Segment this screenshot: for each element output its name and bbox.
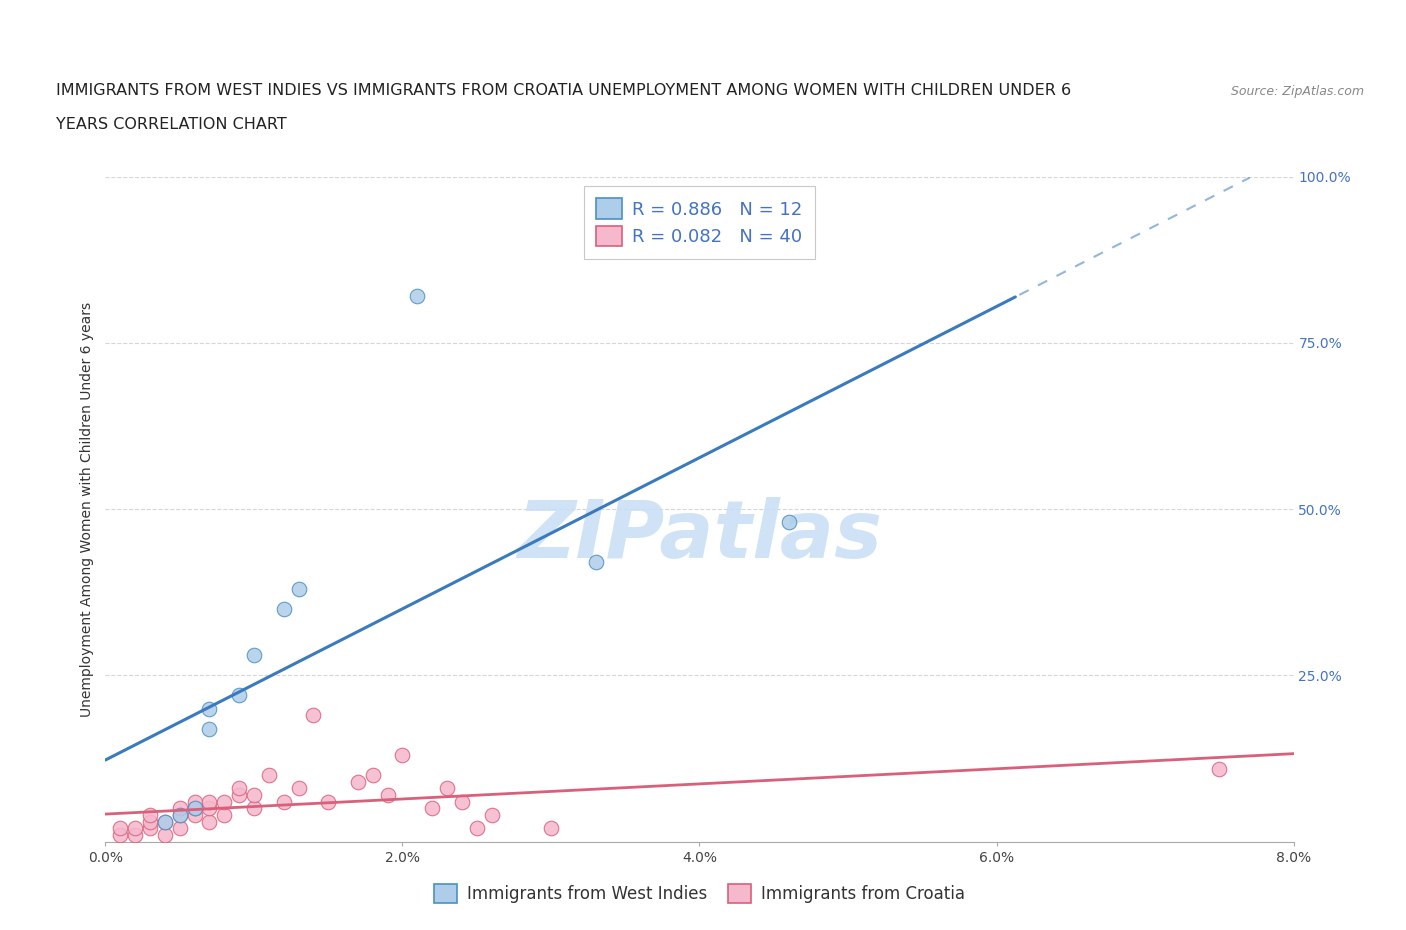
Point: [139, 821, 162, 836]
Point: [139, 807, 162, 822]
Point: [243, 648, 266, 663]
Point: [228, 688, 250, 703]
Point: [198, 721, 221, 736]
Point: [214, 807, 236, 822]
Point: [257, 768, 280, 783]
Point: [450, 794, 472, 809]
Text: IMMIGRANTS FROM WEST INDIES VS IMMIGRANTS FROM CROATIA UNEMPLOYMENT AMONG WOMEN : IMMIGRANTS FROM WEST INDIES VS IMMIGRANT…: [56, 83, 1071, 98]
Point: [169, 807, 191, 822]
Point: [347, 775, 370, 790]
Point: [169, 821, 191, 836]
Point: [778, 515, 800, 530]
Point: [183, 801, 205, 816]
Point: [273, 602, 295, 617]
Point: [214, 794, 236, 809]
Text: Source: ZipAtlas.com: Source: ZipAtlas.com: [1230, 85, 1364, 98]
Point: [481, 807, 503, 822]
Point: [287, 581, 309, 596]
Point: [153, 828, 176, 843]
Point: [243, 801, 266, 816]
Legend: Immigrants from West Indies, Immigrants from Croatia: Immigrants from West Indies, Immigrants …: [427, 877, 972, 910]
Point: [316, 794, 339, 809]
Point: [198, 801, 221, 816]
Point: [198, 794, 221, 809]
Point: [361, 768, 384, 783]
Point: [228, 788, 250, 803]
Point: [228, 781, 250, 796]
Point: [287, 781, 309, 796]
Point: [153, 815, 176, 830]
Point: [198, 815, 221, 830]
Point: [406, 289, 429, 304]
Point: [420, 801, 443, 816]
Point: [169, 807, 191, 822]
Point: [183, 801, 205, 816]
Text: ZIPatlas: ZIPatlas: [517, 497, 882, 575]
Point: [377, 788, 399, 803]
Point: [540, 821, 562, 836]
Point: [243, 788, 266, 803]
Point: [153, 815, 176, 830]
Point: [183, 807, 205, 822]
Point: [302, 708, 325, 723]
Point: [436, 781, 458, 796]
Point: [198, 701, 221, 716]
Point: [465, 821, 488, 836]
Point: [110, 821, 132, 836]
Point: [273, 794, 295, 809]
Point: [1208, 761, 1230, 776]
Point: [124, 821, 146, 836]
Point: [183, 794, 205, 809]
Point: [391, 748, 413, 763]
Point: [585, 555, 607, 570]
Point: [110, 828, 132, 843]
Point: [169, 801, 191, 816]
Point: [139, 815, 162, 830]
Point: [124, 828, 146, 843]
Y-axis label: Unemployment Among Women with Children Under 6 years: Unemployment Among Women with Children U…: [80, 301, 94, 717]
Text: YEARS CORRELATION CHART: YEARS CORRELATION CHART: [56, 117, 287, 132]
